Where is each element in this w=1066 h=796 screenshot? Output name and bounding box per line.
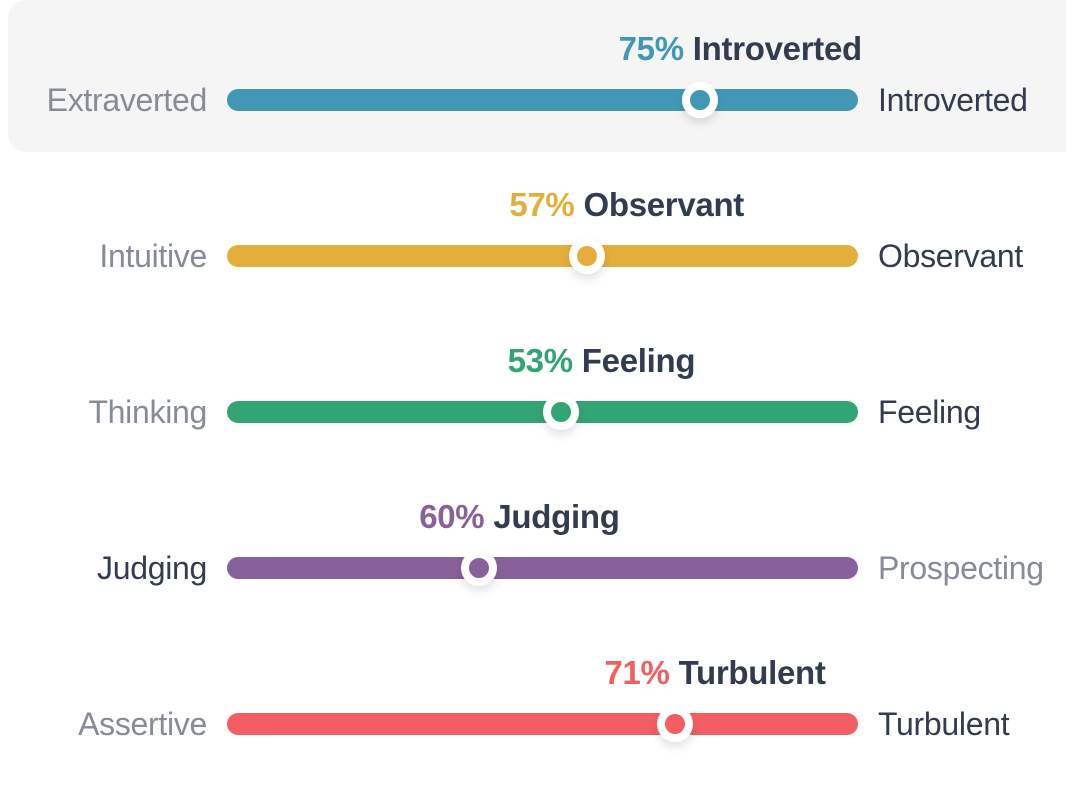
trait-row: 57% Observant Intuitive Observant [0, 156, 1066, 312]
trait-percent: 60% [419, 498, 485, 535]
trait-winner-name: Turbulent [678, 654, 826, 691]
trait-slider-knob[interactable] [682, 82, 719, 118]
trait-slider-track[interactable] [227, 706, 858, 742]
trait-percent: 71% [604, 654, 670, 691]
trait-caption: 75% Introverted [618, 30, 863, 68]
trait-row: 53% Feeling Thinking Feeling [0, 312, 1066, 468]
trait-left-label: Thinking [88, 393, 207, 430]
trait-row: 75% Introverted Extraverted Introverted [0, 0, 1066, 156]
trait-caption: 71% Turbulent [604, 654, 825, 692]
trait-left-label: Assertive [78, 705, 207, 742]
trait-percent: 75% [618, 30, 684, 67]
trait-left-label: Intuitive [99, 237, 207, 274]
trait-caption: 60% Judging [419, 498, 620, 536]
trait-winner-name: Introverted [692, 30, 862, 67]
trait-right-label: Turbulent [878, 705, 1010, 742]
trait-slider-knob[interactable] [461, 550, 498, 586]
trait-winner-name: Observant [583, 186, 744, 223]
trait-slider-knob[interactable] [568, 238, 605, 274]
trait-row-highlight-card [8, 0, 1066, 152]
trait-winner-name: Judging [493, 498, 620, 535]
trait-caption: 53% Feeling [508, 342, 696, 380]
trait-slider-track[interactable] [227, 550, 858, 586]
trait-row: 60% Judging Judging Prospecting [0, 468, 1066, 624]
trait-right-label: Prospecting [878, 549, 1044, 586]
trait-winner-name: Feeling [581, 342, 696, 379]
trait-percent: 53% [507, 342, 573, 379]
trait-slider-track[interactable] [227, 394, 858, 430]
trait-slider-track[interactable] [227, 82, 858, 118]
trait-percent: 57% [509, 186, 575, 223]
trait-slider-knob[interactable] [657, 706, 693, 742]
trait-row: 71% Turbulent Assertive Turbulent [0, 624, 1066, 780]
trait-left-label: Extraverted [46, 81, 208, 118]
trait-caption: 57% Observant [509, 186, 744, 224]
trait-right-label: Introverted [878, 81, 1028, 118]
trait-left-label: Judging [97, 549, 207, 586]
trait-slider-knob[interactable] [543, 394, 580, 430]
trait-right-label: Feeling [878, 393, 981, 430]
trait-slider-track[interactable] [227, 238, 858, 274]
trait-right-label: Observant [878, 237, 1023, 274]
